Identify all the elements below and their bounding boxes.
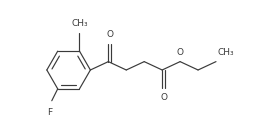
Text: O: O <box>160 93 167 102</box>
Text: O: O <box>106 30 113 39</box>
Text: CH₃: CH₃ <box>71 19 88 28</box>
Text: O: O <box>177 48 183 57</box>
Text: CH₃: CH₃ <box>218 48 235 57</box>
Text: F: F <box>47 108 52 117</box>
